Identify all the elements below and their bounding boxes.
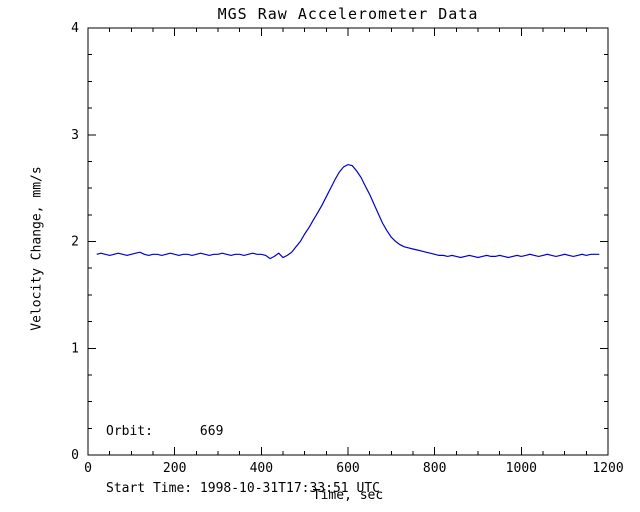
annotation-orbit: Orbit: 669 (106, 424, 224, 439)
svg-text:1: 1 (71, 341, 79, 356)
y-axis-label: Velocity Change, mm/s (29, 166, 45, 331)
svg-text:400: 400 (250, 461, 273, 476)
annotation-start-time: Start Time: 1998-10-31T17:33:51 UTC (106, 481, 380, 496)
svg-text:800: 800 (423, 461, 446, 476)
svg-text:0: 0 (84, 461, 92, 476)
svg-text:600: 600 (336, 461, 359, 476)
svg-text:4: 4 (71, 21, 79, 36)
svg-text:1200: 1200 (592, 461, 623, 476)
svg-text:2: 2 (71, 235, 79, 250)
chart-title: MGS Raw Accelerometer Data (217, 5, 479, 23)
svg-text:3: 3 (71, 128, 79, 143)
data-series-line (96, 163, 600, 260)
x-axis-label: Time, sec (312, 488, 384, 503)
svg-text:200: 200 (163, 461, 186, 476)
svg-text:0: 0 (71, 448, 79, 463)
svg-text:1000: 1000 (506, 461, 537, 476)
annotation-block: Orbit: 669 Start Time: 1998-10-31T17:33:… (106, 384, 380, 512)
